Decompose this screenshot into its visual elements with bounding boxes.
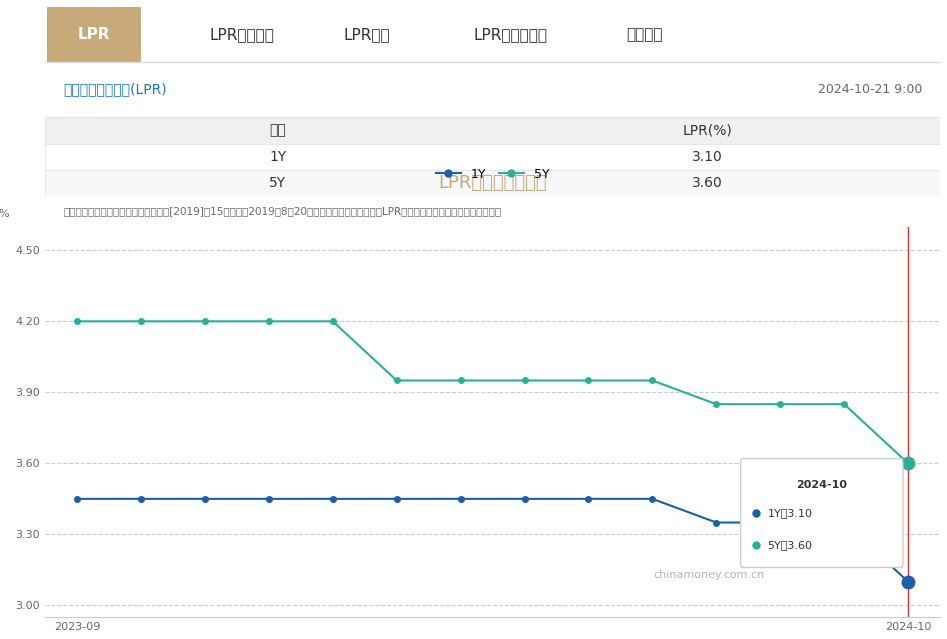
Text: 2024-10: 2024-10 [796,481,848,490]
Text: LPR简介: LPR简介 [344,27,390,42]
Text: 3.10: 3.10 [692,150,723,164]
Text: LPR市场公告: LPR市场公告 [209,27,275,42]
FancyBboxPatch shape [45,144,940,170]
FancyBboxPatch shape [45,170,940,196]
Text: 3.60: 3.60 [692,176,723,190]
Text: 1Y: 1Y [269,150,286,164]
Text: 1Y：3.10: 1Y：3.10 [767,508,813,518]
FancyBboxPatch shape [45,117,940,144]
Text: chinamoney.com.cn: chinamoney.com.cn [653,570,765,580]
Text: 贷款市场报价利率(LPR): 贷款市场报价利率(LPR) [63,82,167,96]
Text: LPR: LPR [78,27,111,42]
Text: LPR报价行成员: LPR报价行成员 [474,27,547,42]
Text: 5Y：3.60: 5Y：3.60 [767,540,813,550]
Title: LPR品种历史走势图: LPR品种历史走势图 [438,174,547,192]
Text: 2024-10-21 9:00: 2024-10-21 9:00 [818,83,922,96]
Text: 期限: 期限 [269,123,286,137]
FancyBboxPatch shape [741,459,903,567]
Text: 5Y: 5Y [269,176,286,190]
Text: LPR(%): LPR(%) [683,123,732,137]
Legend: 1Y, 5Y: 1Y, 5Y [431,162,554,185]
FancyBboxPatch shape [47,7,141,62]
Text: %: % [0,209,9,219]
Text: 注：根据《中国人民银行公告》（公告[2019]第15号），自2019年8月20日起，贷款市场报价利率（LPR）按新的形成机制报价并计算得出。: 注：根据《中国人民银行公告》（公告[2019]第15号），自2019年8月20日… [63,206,501,217]
Text: 历史数据: 历史数据 [627,27,663,42]
